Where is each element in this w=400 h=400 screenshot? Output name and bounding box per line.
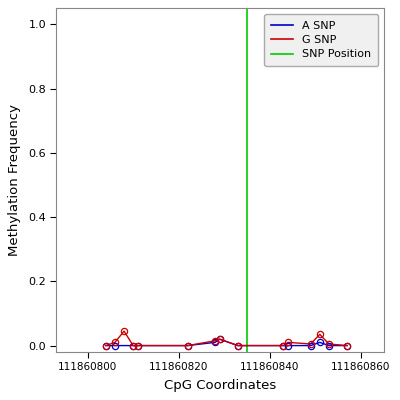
Legend: A SNP, G SNP, SNP Position: A SNP, G SNP, SNP Position (264, 14, 378, 66)
Y-axis label: Methylation Frequency: Methylation Frequency (8, 104, 21, 256)
X-axis label: CpG Coordinates: CpG Coordinates (164, 379, 276, 392)
